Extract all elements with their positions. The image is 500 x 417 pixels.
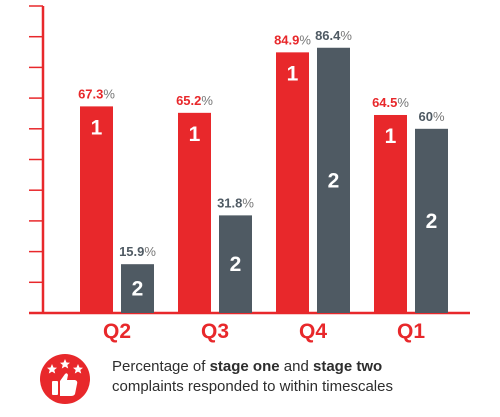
value-suffix: % xyxy=(340,28,352,43)
x-category-label: Q4 xyxy=(299,320,327,343)
bar-series-label: 2 xyxy=(328,169,340,192)
bar-series-1 xyxy=(80,106,113,313)
x-category-label: Q3 xyxy=(201,320,229,343)
legend-text: Percentage of stage one and stage two com… xyxy=(112,357,393,397)
thumbs-up-stars-icon xyxy=(40,354,90,404)
value-suffix: % xyxy=(433,109,445,124)
value-suffix: % xyxy=(201,93,213,108)
bar-series-2 xyxy=(415,128,448,313)
bar-series-label: 1 xyxy=(287,62,299,85)
bar-value-label: 84.9% xyxy=(274,32,311,47)
bar-value-label: 65.2% xyxy=(176,93,213,108)
bar-series-label: 1 xyxy=(385,125,397,148)
legend: Percentage of stage one and stage two com… xyxy=(30,348,490,408)
bar-value-label: 31.8% xyxy=(217,195,254,210)
legend-text-part: Percentage of xyxy=(112,358,210,375)
value-suffix: % xyxy=(299,32,311,47)
bar-value-label: 15.9% xyxy=(119,244,156,259)
bar-series-2 xyxy=(219,215,252,313)
bar-series-label: 2 xyxy=(426,210,438,233)
value-suffix: % xyxy=(397,95,409,110)
bar-series-2 xyxy=(121,264,154,313)
bar-value-label: 86.4% xyxy=(315,28,352,43)
x-category-label: Q2 xyxy=(103,320,131,343)
value-suffix: % xyxy=(144,244,156,259)
legend-text-part: complaints responded to within timescale… xyxy=(112,378,393,395)
bar-series-label: 1 xyxy=(91,116,103,139)
bar-series-1 xyxy=(276,52,309,314)
bar-series-label: 2 xyxy=(132,278,144,301)
bar-value-label: 60% xyxy=(418,109,444,124)
bar-series-label: 1 xyxy=(189,123,201,146)
bar-series-2 xyxy=(317,47,350,313)
bar-series-label: 2 xyxy=(230,253,242,276)
bar-series-1 xyxy=(374,114,407,313)
bar-chart: 1 67.3% 2 15.9% Q2 1 65.2% 2 31.8% Q3 1 84.9% 2 86.4%… xyxy=(29,5,470,343)
legend-bold-text: stage two xyxy=(312,358,383,375)
value-suffix: % xyxy=(242,195,254,210)
x-category-label: Q1 xyxy=(397,320,425,343)
value-suffix: % xyxy=(103,86,115,101)
bar-value-label: 67.3% xyxy=(78,86,115,101)
bar-value-label: 64.5% xyxy=(372,95,409,110)
legend-bold-text: stage one xyxy=(209,358,280,375)
bar-series-1 xyxy=(178,112,211,313)
legend-text-part: and xyxy=(279,358,313,375)
